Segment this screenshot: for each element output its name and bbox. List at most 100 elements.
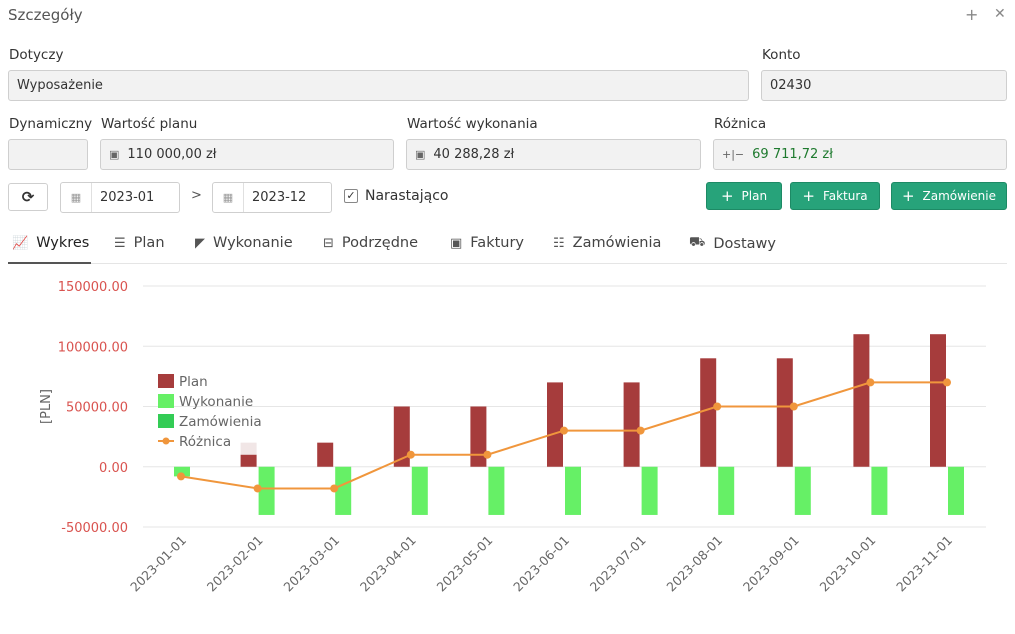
add-faktura-button[interactable]: + Faktura bbox=[790, 182, 880, 210]
dynamiczny-label: Dynamiczny bbox=[9, 116, 93, 132]
legend-label: Różnica bbox=[179, 434, 231, 450]
wykonanie-value-label: Wartość wykonania bbox=[407, 116, 538, 132]
close-icon[interactable]: ✕ bbox=[994, 6, 1006, 22]
wykonanie-bar bbox=[794, 466, 811, 515]
plan-value-label: Wartość planu bbox=[101, 116, 198, 132]
tab-wykonanie[interactable]: ◤ Wykonanie bbox=[195, 235, 293, 251]
wykonanie-bar bbox=[718, 466, 735, 515]
konto-value: 02430 bbox=[770, 78, 812, 93]
money-icon: ▣ bbox=[109, 148, 120, 161]
x-tick-label: 2023-03-01 bbox=[280, 533, 342, 595]
legend-label: Zamówienia bbox=[179, 414, 262, 430]
x-tick-label: 2023-05-01 bbox=[434, 533, 496, 595]
wykonanie-value: 40 288,28 zł bbox=[433, 147, 515, 162]
wykonanie-bar bbox=[948, 466, 964, 515]
narastajaco-checkbox[interactable]: ✓ bbox=[344, 189, 358, 203]
plus-icon: + bbox=[720, 187, 734, 205]
roznica-point bbox=[789, 402, 798, 411]
plan-bar bbox=[317, 442, 334, 467]
bar-line-chart: 150000.00 100000.00 50000.00 0.00 -50000.00 [… bbox=[39, 280, 986, 595]
wykonanie-bar bbox=[258, 466, 275, 515]
add-zamowienie-label: Zamówienie bbox=[922, 189, 997, 203]
execution-icon: ◤ bbox=[195, 235, 205, 251]
plus-icon: + bbox=[901, 187, 915, 205]
list-icon: ☰ bbox=[114, 235, 126, 251]
dotyczy-label: Dotyczy bbox=[9, 47, 64, 63]
tab-wykres[interactable]: 📈 Wykres bbox=[12, 235, 89, 251]
legend-swatch bbox=[158, 394, 174, 408]
money-icon: ▣ bbox=[415, 148, 426, 161]
plan-bar bbox=[853, 334, 870, 467]
roznica-point bbox=[713, 402, 722, 411]
tab-zamowienia[interactable]: ☷ Zamówienia bbox=[553, 235, 661, 251]
tab-plan-label: Plan bbox=[133, 235, 165, 251]
legend-swatch bbox=[158, 374, 174, 388]
y-tick-label: -50000.00 bbox=[61, 521, 128, 536]
x-tick-label: 2023-10-01 bbox=[817, 533, 879, 595]
calendar-icon: ▦ bbox=[61, 183, 92, 212]
tab-faktury[interactable]: ▣ Faktury bbox=[450, 235, 524, 251]
y-tick-label: 150000.00 bbox=[58, 280, 128, 295]
dotyczy-field[interactable]: Wyposażenie bbox=[8, 70, 749, 101]
add-plan-button[interactable]: + Plan bbox=[706, 182, 782, 210]
roznica-line bbox=[180, 381, 947, 490]
plan-bar bbox=[930, 334, 946, 467]
konto-label: Konto bbox=[762, 47, 801, 63]
narastajaco-label: Narastająco bbox=[365, 188, 449, 204]
tab-faktury-label: Faktury bbox=[470, 235, 525, 251]
wykonanie-bar bbox=[565, 466, 581, 515]
date-to-input[interactable]: ▦ 2023-12 bbox=[212, 182, 332, 213]
truck-icon: ⛟ bbox=[689, 235, 706, 250]
wykonanie-bar bbox=[174, 466, 190, 477]
active-tab-indicator bbox=[8, 262, 91, 264]
tab-podrzedne[interactable]: ⊟ Podrzędne bbox=[323, 235, 418, 251]
refresh-button[interactable]: ⟳ bbox=[8, 183, 48, 211]
tab-dostawy[interactable]: ⛟ Dostawy bbox=[689, 235, 776, 252]
wykonanie-bar bbox=[335, 466, 352, 515]
plan-bar bbox=[776, 358, 793, 467]
plan-bar bbox=[623, 382, 640, 467]
legend-swatch bbox=[158, 414, 174, 428]
konto-field[interactable]: 02430 bbox=[761, 70, 1007, 101]
y-tick-label: 50000.00 bbox=[66, 401, 128, 416]
money-icon: ▣ bbox=[450, 235, 463, 251]
x-tick-label: 2023-02-01 bbox=[204, 533, 266, 595]
wykonanie-bar bbox=[871, 466, 888, 515]
y-tick-label: 100000.00 bbox=[58, 340, 128, 355]
roznica-point bbox=[943, 378, 951, 387]
wykonanie-bar bbox=[411, 466, 428, 515]
wykonanie-value-field: ▣ 40 288,28 zł bbox=[406, 139, 701, 170]
wykonanie-bar bbox=[641, 466, 658, 515]
window-title: Szczegóły bbox=[8, 6, 83, 24]
x-tick-label: 2023-07-01 bbox=[587, 533, 649, 595]
roznica-value: 69 711,72 zł bbox=[752, 147, 833, 162]
wykonanie-bar bbox=[488, 466, 505, 515]
add-zamowienie-button[interactable]: + Zamówienie bbox=[891, 182, 1007, 210]
roznica-point bbox=[406, 450, 415, 459]
roznica-point bbox=[330, 484, 339, 493]
x-tick-label: 2023-06-01 bbox=[510, 533, 572, 595]
x-tick-label: 2023-08-01 bbox=[663, 533, 725, 595]
plan-bar bbox=[393, 406, 410, 467]
refresh-icon: ⟳ bbox=[21, 188, 35, 206]
orders-icon: ☷ bbox=[553, 235, 565, 251]
add-icon[interactable]: + bbox=[965, 5, 979, 24]
roznica-point bbox=[483, 450, 492, 459]
x-tick-label: 2023-09-01 bbox=[740, 533, 802, 595]
y-tick-label: 0.00 bbox=[99, 461, 128, 476]
dotyczy-value: Wyposażenie bbox=[17, 78, 103, 93]
tab-wykres-label: Wykres bbox=[36, 235, 90, 251]
tab-wykonanie-label: Wykonanie bbox=[213, 235, 293, 251]
x-tick-label: 2023-04-01 bbox=[357, 533, 419, 595]
add-plan-label: Plan bbox=[741, 189, 768, 203]
roznica-point bbox=[636, 426, 645, 435]
roznica-point bbox=[177, 472, 185, 481]
plus-icon: + bbox=[802, 187, 815, 205]
dynamiczny-field[interactable] bbox=[8, 139, 88, 170]
x-tick-label: 2023-11-01 bbox=[893, 533, 955, 595]
tab-zamowienia-label: Zamówienia bbox=[572, 235, 662, 251]
date-from-input[interactable]: ▦ 2023-01 bbox=[60, 182, 180, 213]
y-axis-label: [PLN] bbox=[39, 389, 54, 424]
tab-plan[interactable]: ☰ Plan bbox=[114, 235, 165, 251]
plus-minus-icon: +|− bbox=[722, 148, 745, 161]
